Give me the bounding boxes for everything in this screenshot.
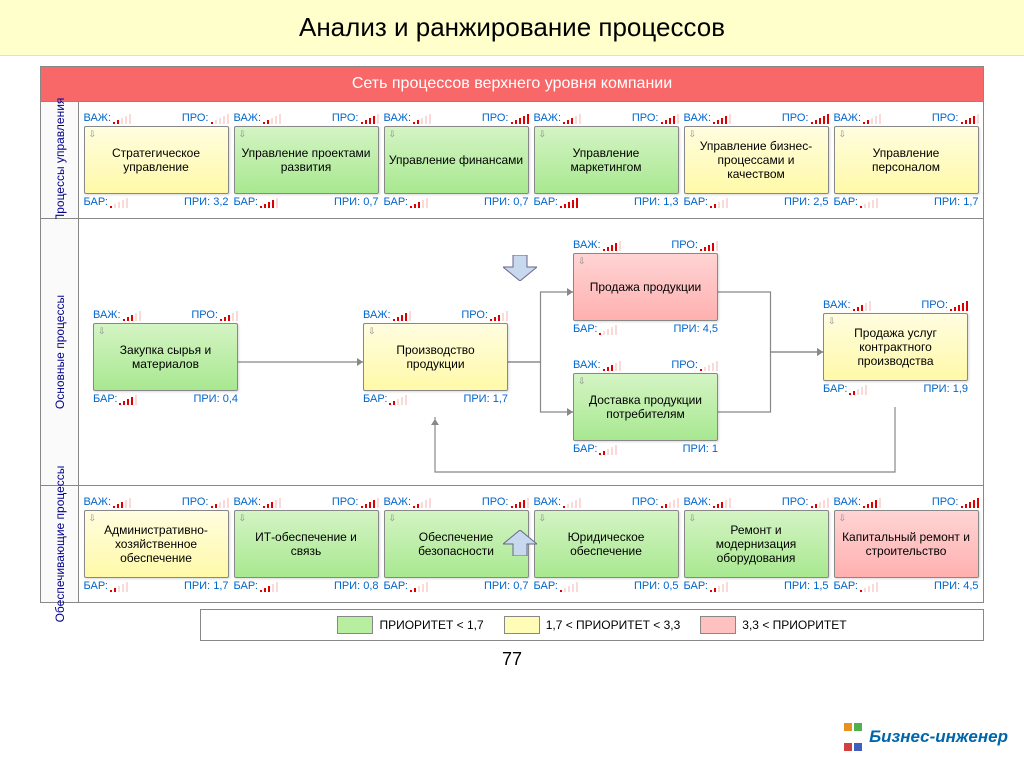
brand-icon	[843, 717, 863, 757]
process-card: ВАЖ: ПРО: Стратегическое управление БАР:…	[84, 110, 229, 210]
swimlane-label: Обеспечивающие процессы	[41, 486, 79, 602]
brand-logo: Бизнес-инженер	[843, 717, 1008, 757]
flow-node: ВАЖ: ПРО: Производство продукции БАР: ПР…	[363, 307, 508, 407]
card-box[interactable]: Управление проектами развития	[234, 126, 379, 194]
process-card: ВАЖ: ПРО: Управление финансами БАР: ПРИ:…	[384, 110, 529, 210]
card-box[interactable]: Производство продукции	[363, 323, 508, 391]
flow-node: ВАЖ: ПРО: Доставка продукции потребителя…	[573, 357, 718, 457]
swimlane-row: Процессы управления ВАЖ: ПРО: Стратегиче…	[41, 102, 983, 218]
legend: ПРИОРИТЕТ < 1,7 1,7 < ПРИОРИТЕТ < 3,3 3,…	[200, 609, 984, 641]
flow-node: ВАЖ: ПРО: Закупка сырья и материалов БАР…	[93, 307, 238, 407]
arrow-down-icon	[503, 255, 537, 281]
card-box[interactable]: Управление персоналом	[834, 126, 979, 194]
swimlane-label: Процессы управления	[41, 102, 79, 218]
card-box[interactable]: Стратегическое управление	[84, 126, 229, 194]
card-box[interactable]: Административно-хозяйственное обеспечени…	[84, 510, 229, 578]
process-card: ВАЖ: ПРО: Управление маркетингом БАР: ПР…	[534, 110, 679, 210]
process-card: ВАЖ: ПРО: Ремонт и модернизация оборудов…	[684, 494, 829, 594]
brand-text: Бизнес-инженер	[869, 727, 1008, 747]
process-card: ВАЖ: ПРО: Управление бизнес-процессами и…	[684, 110, 829, 210]
process-card: ВАЖ: ПРО: Капитальный ремонт и строитель…	[834, 494, 979, 594]
swimlane-label: Основные процессы	[41, 219, 79, 485]
page-number: 77	[0, 649, 1024, 670]
process-card: ВАЖ: ПРО: Управление персоналом БАР: ПРИ…	[834, 110, 979, 210]
arrow-up-icon	[503, 530, 537, 556]
card-box[interactable]: Управление финансами	[384, 126, 529, 194]
process-card: ВАЖ: ПРО: ИТ-обеспечение и связь БАР: ПР…	[234, 494, 379, 594]
card-box[interactable]: Доставка продукции потребителям	[573, 373, 718, 441]
flow-node: ВАЖ: ПРО: Продажа услуг контрактного про…	[823, 297, 968, 397]
network-header: Сеть процессов верхнего уровня компании	[40, 66, 984, 101]
process-card: ВАЖ: ПРО: Административно-хозяйственное …	[84, 494, 229, 594]
card-box[interactable]: Капитальный ремонт и строительство	[834, 510, 979, 578]
card-box[interactable]: Продажа услуг контрактного производства	[823, 313, 968, 381]
diagram-grid: Процессы управления ВАЖ: ПРО: Стратегиче…	[40, 101, 984, 603]
card-box[interactable]: Управление бизнес-процессами и качеством	[684, 126, 829, 194]
card-box[interactable]: Управление маркетингом	[534, 126, 679, 194]
process-card: ВАЖ: ПРО: Управление проектами развития …	[234, 110, 379, 210]
legend-item: 3,3 < ПРИОРИТЕТ	[700, 616, 846, 634]
legend-item: 1,7 < ПРИОРИТЕТ < 3,3	[504, 616, 681, 634]
page-title: Анализ и ранжирование процессов	[0, 0, 1024, 56]
process-card: ВАЖ: ПРО: Юридическое обеспечение БАР: П…	[534, 494, 679, 594]
card-box[interactable]: Юридическое обеспечение	[534, 510, 679, 578]
flow-node: ВАЖ: ПРО: Продажа продукции БАР: ПРИ: 4,…	[573, 237, 718, 337]
card-box[interactable]: ИТ-обеспечение и связь	[234, 510, 379, 578]
card-box[interactable]: Продажа продукции	[573, 253, 718, 321]
card-box[interactable]: Закупка сырья и материалов	[93, 323, 238, 391]
card-box[interactable]: Ремонт и модернизация оборудования	[684, 510, 829, 578]
legend-item: ПРИОРИТЕТ < 1,7	[337, 616, 483, 634]
